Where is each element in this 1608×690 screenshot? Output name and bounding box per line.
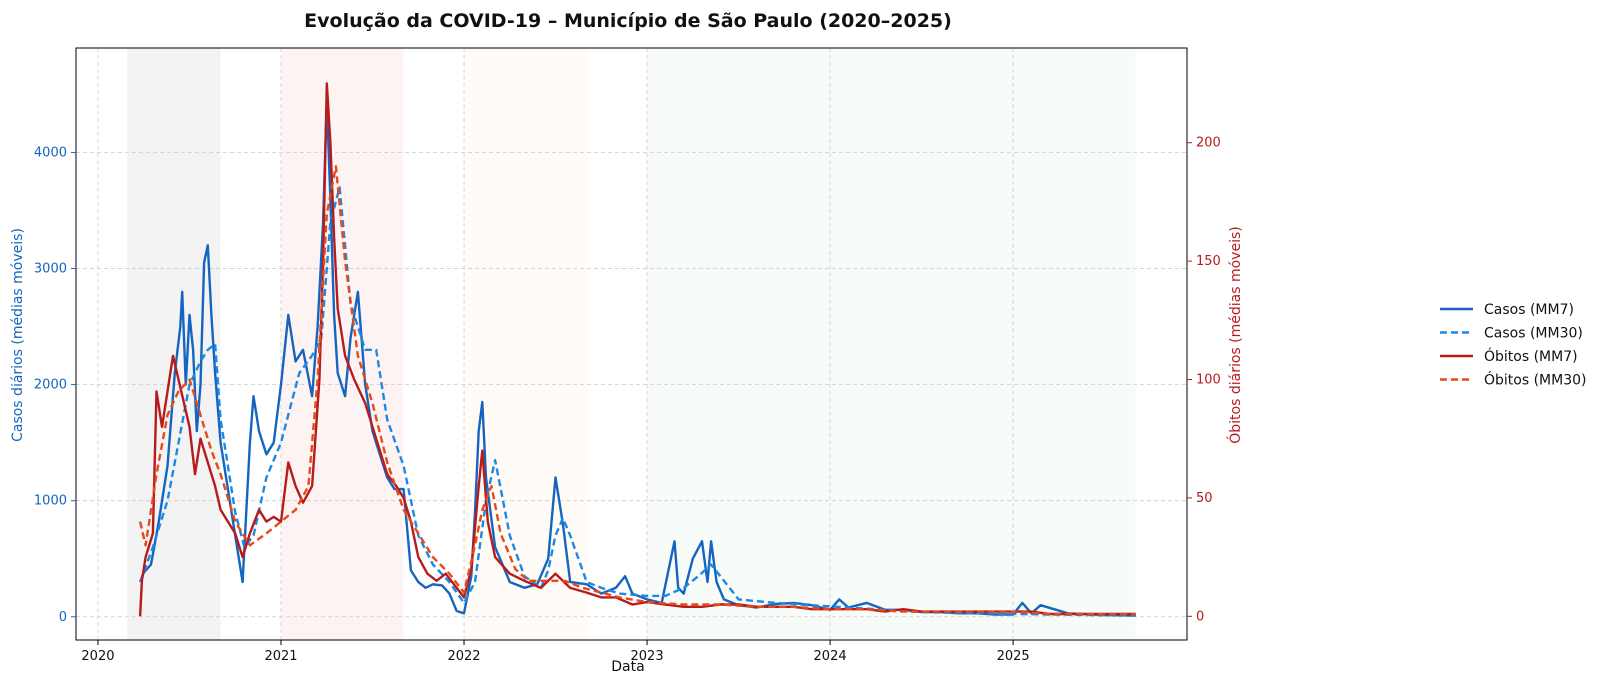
x-tick-label-2023: 2023 xyxy=(631,649,664,664)
legend-label-casos-mm7: Casos (MM7) xyxy=(1484,302,1574,318)
plot-frame xyxy=(75,47,1188,641)
left-tick-label-1000: 1000 xyxy=(34,494,67,509)
right-tick-label-100: 100 xyxy=(1196,373,1221,388)
legend-label-obitos-mm30: Óbitos (MM30) xyxy=(1484,371,1587,389)
left-axis-label: Casos diários (médias móveis) xyxy=(10,228,26,442)
x-tick-label-2025: 2025 xyxy=(997,649,1030,664)
series-lines xyxy=(138,82,1136,617)
shaded-period-3 xyxy=(464,48,587,640)
x-axis-ticks: 2020 2021 2022 2023 2024 2025 xyxy=(81,640,1030,664)
x-tick-label-2020: 2020 xyxy=(81,649,114,664)
left-tick-label-0: 0 xyxy=(59,610,67,625)
right-tick-label-50: 50 xyxy=(1196,491,1213,506)
shaded-period-1 xyxy=(127,48,221,640)
right-axis-label: Óbitos diários (médias móveis) xyxy=(1226,226,1244,443)
legend-label-obitos-mm7: Óbitos (MM7) xyxy=(1484,347,1578,365)
shaded-period-4 xyxy=(647,48,1136,640)
x-tick-label-2024: 2024 xyxy=(814,649,847,664)
legend: Casos (MM7) Casos (MM30) Óbitos (MM7) Óbito… xyxy=(1440,302,1587,389)
left-tick-label-4000: 4000 xyxy=(34,145,67,160)
x-axis-label: Data xyxy=(611,659,644,675)
chart-title: Evolução da COVID-19 – Município de São … xyxy=(304,10,952,32)
x-tick-label-2022: 2022 xyxy=(447,649,480,664)
right-tick-label-200: 200 xyxy=(1196,136,1221,151)
shaded-periods xyxy=(127,48,1136,640)
series-line-obitos-mm30 xyxy=(138,165,1136,616)
left-tick-label-3000: 3000 xyxy=(34,262,67,277)
legend-label-casos-mm30: Casos (MM30) xyxy=(1484,326,1583,342)
left-tick-label-2000: 2000 xyxy=(34,378,67,393)
x-tick-label-2021: 2021 xyxy=(264,649,297,664)
left-axis-ticks: 0 1000 2000 3000 4000 xyxy=(34,145,76,625)
right-axis-ticks: 0 50 100 150 200 xyxy=(1187,136,1221,624)
right-tick-label-0: 0 xyxy=(1196,609,1204,624)
right-tick-label-150: 150 xyxy=(1196,254,1221,269)
grid-lines xyxy=(76,48,1187,640)
